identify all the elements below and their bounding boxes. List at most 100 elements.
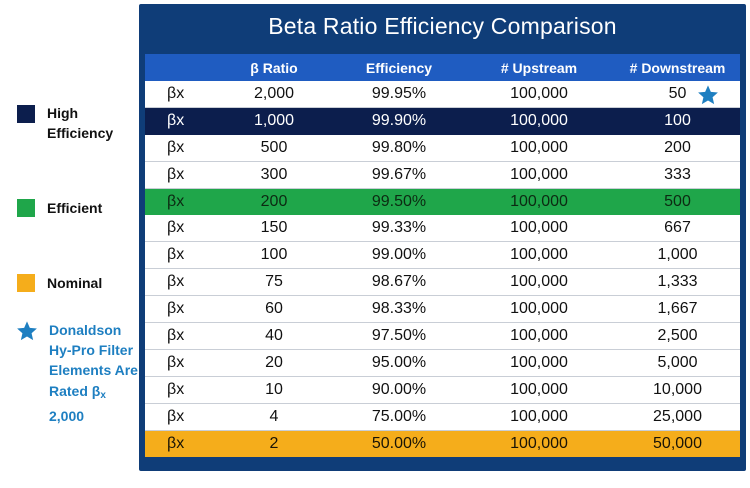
table-cell: βx [167, 380, 185, 398]
table-cell: 99.80% [371, 138, 427, 156]
table-cell: 99.00% [371, 246, 427, 264]
table-cell: 98.67% [371, 273, 427, 291]
table-cell: βx [167, 326, 185, 344]
table-cell: 40 [265, 326, 283, 344]
table-cell: βx [167, 407, 185, 425]
table-cell: 50,000 [653, 435, 702, 453]
table-cell: 50 [668, 84, 687, 102]
table-cell: 98.33% [371, 300, 427, 318]
legend-label-nominal: Nominal [47, 275, 103, 291]
table-row: βx 4 75.00% 100,000 25,000 [145, 403, 740, 431]
table-cell: 300 [260, 165, 288, 183]
legend-swatch-nominal [17, 274, 35, 292]
table-cell: 99.33% [371, 219, 427, 237]
table-cell: 100,000 [510, 300, 568, 318]
legend-swatch-high-efficiency [17, 105, 35, 123]
table-cell: 75.00% [371, 407, 427, 425]
table-row: βx 300 99.67% 100,000 333 [145, 161, 740, 189]
rating-note-text: Donaldson Hy-Pro Filter Elements Are Rat… [49, 320, 144, 426]
star-icon [698, 85, 718, 105]
header-cell: Efficiency [365, 59, 433, 76]
table-row: βx 2,000 99.95% 100,000 50 [145, 81, 740, 108]
rating-note-body: Donaldson Hy-Pro Filter Elements Are Rat… [49, 322, 138, 399]
table-cell: βx [167, 111, 185, 129]
table-cell: 100,000 [510, 435, 568, 453]
table-row: βx 150 99.33% 100,000 667 [145, 215, 740, 243]
table-cell: 1,667 [657, 300, 698, 318]
table-cell: 333 [664, 165, 691, 183]
table-cell: 2,500 [657, 326, 698, 344]
table-cell: 150 [260, 219, 288, 237]
table-cell: 100,000 [510, 380, 568, 398]
header-cell: β Ratio [250, 59, 298, 76]
table-cell: 5,000 [657, 353, 698, 371]
header-cell: # Upstream [500, 59, 578, 76]
table-cell: 75 [265, 273, 283, 291]
table-row: βx 20 95.00% 100,000 5,000 [145, 349, 740, 377]
table-row: βx 60 98.33% 100,000 1,667 [145, 296, 740, 324]
table-cell: 100,000 [510, 246, 568, 264]
table-cell: 1,000 [657, 246, 698, 264]
header-cell: # Downstream [629, 59, 726, 76]
table-cell: βx [167, 246, 185, 264]
table-cell: 99.67% [371, 165, 427, 183]
legend-label-efficient: Efficient [47, 200, 103, 216]
star-icon [17, 321, 37, 341]
table-cell: 99.50% [371, 192, 427, 210]
table-row: βx 200 99.50% 100,000 500 [145, 188, 740, 216]
table-row: βx 500 99.80% 100,000 200 [145, 134, 740, 162]
table-cell: 100,000 [510, 138, 568, 156]
table-cell: 1,000 [253, 111, 295, 129]
table-cell: 100,000 [510, 353, 568, 371]
legend-item-nominal: Nominal [17, 274, 127, 293]
table-cell: βx [167, 84, 185, 102]
table-cell: 10,000 [653, 380, 702, 398]
table-cell: 99.90% [371, 111, 427, 129]
table-cell: 25,000 [653, 407, 702, 425]
table-cell: 10 [265, 380, 283, 398]
table-cell: 200 [260, 192, 288, 210]
rating-note: Donaldson Hy-Pro Filter Elements Are Rat… [16, 320, 144, 426]
table-cell: 4 [269, 407, 279, 425]
comparison-board: Beta Ratio Efficiency Comparison β Ratio… [139, 4, 746, 471]
table-cell: 1,333 [657, 273, 698, 291]
table-row: βx 100 99.00% 100,000 1,000 [145, 242, 740, 270]
table-cell: 20 [265, 353, 283, 371]
table-header-row: β Ratio Efficiency # Upstream # Downstre… [145, 54, 740, 81]
table-cell: 100,000 [510, 192, 568, 210]
table-cell: 90.00% [371, 380, 427, 398]
legend-swatch-efficient [17, 199, 35, 217]
table-cell: βx [167, 300, 185, 318]
table-cell: 100,000 [510, 407, 568, 425]
table-cell: 95.00% [371, 353, 427, 371]
table-cell: βx [167, 165, 185, 183]
table-title: Beta Ratio Efficiency Comparison [268, 13, 617, 39]
table-cell: βx [167, 192, 185, 210]
legend: High Efficiency Efficient Nominal Donald… [0, 0, 138, 488]
table-cell: 100,000 [510, 111, 568, 129]
rating-note-subscript: x [100, 389, 106, 401]
legend-item-efficient: Efficient [17, 199, 127, 218]
table-cell: 500 [664, 192, 691, 210]
rating-note-value: 2,000 [49, 407, 85, 424]
table-cell: βx [167, 138, 185, 156]
table-cell: 100,000 [510, 273, 568, 291]
table-cell: 2 [269, 435, 279, 453]
table-cell: βx [167, 435, 185, 453]
table-cell: βx [167, 353, 185, 371]
table-cell: 100 [260, 246, 288, 264]
table-cell: 99.95% [371, 84, 427, 102]
table-cell: βx [167, 219, 185, 237]
table-cell: 60 [265, 300, 283, 318]
rating-note-beta: β [91, 382, 101, 399]
table-row: βx 75 98.67% 100,000 1,333 [145, 269, 740, 297]
table-cell: βx [167, 273, 185, 291]
table-cell: 100,000 [510, 219, 568, 237]
legend-item-high-efficiency: High Efficiency [17, 105, 127, 143]
table-cell: 100,000 [510, 165, 568, 183]
table-cell: 2,000 [253, 84, 295, 102]
legend-label-high-efficiency: High Efficiency [47, 105, 114, 141]
table-row: βx 1,000 99.90% 100,000 100 [145, 107, 740, 135]
table-cell: 100,000 [510, 326, 568, 344]
table-body: βx 2,000 99.95% 100,000 50 βx 1,000 99.90% 100,0… [145, 81, 740, 458]
